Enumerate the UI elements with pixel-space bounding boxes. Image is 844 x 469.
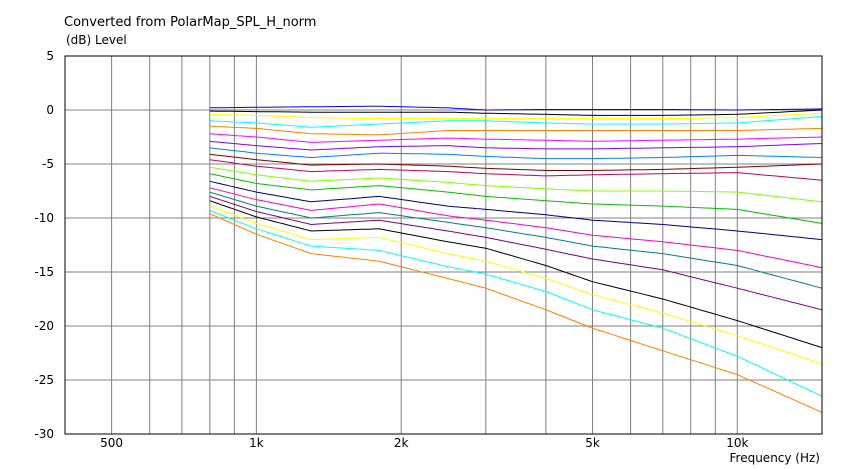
series-line-3 [209,116,823,128]
y-tick-label: -5 [42,157,54,171]
series-line-4 [209,125,823,136]
series-line-9 [209,159,823,181]
x-tick-label: 500 [100,436,123,450]
y-tick-label: 0 [46,103,54,117]
x-ticks: 500 1k 2k 5k 10k [100,436,748,450]
series-line-13 [209,187,823,269]
series-line-17 [209,205,823,365]
series-line-1 [209,109,823,116]
series-line-19 [209,213,823,413]
series-layer [209,105,823,413]
plot-frame [64,55,823,435]
x-tick-label: 10k [726,436,748,450]
y-axis-label: (dB) Level [66,33,127,47]
series-line-16 [209,200,823,349]
x-axis-label: Frequency (Hz) [730,451,821,465]
y-tick-label: -30 [34,427,54,441]
series-line-15 [209,195,823,311]
y-ticks: 5 0 -5 -10 -15 -20 -25 -30 [34,49,54,441]
series-line-7 [209,147,823,160]
y-tick-label: -15 [34,265,54,279]
series-line-0 [209,105,823,111]
x-tick-label: 5k [585,436,600,450]
series-line-11 [209,173,823,224]
series-line-5 [209,133,823,143]
series-line-12 [209,180,823,241]
series-line-2 [209,112,823,120]
series-line-10 [209,166,823,203]
series-line-14 [209,191,823,289]
chart-title: Converted from PolarMap_SPL_H_norm [64,15,316,30]
series-line-18 [209,209,823,397]
series-line-8 [209,153,823,171]
y-tick-label: -20 [34,319,54,333]
x-tick-label: 2k [394,436,409,450]
y-tick-label: 5 [46,49,54,63]
x-tick-label: 1k [249,436,264,450]
y-tick-label: -10 [34,211,54,225]
y-tick-label: -25 [34,373,54,387]
series-line-6 [209,140,823,151]
